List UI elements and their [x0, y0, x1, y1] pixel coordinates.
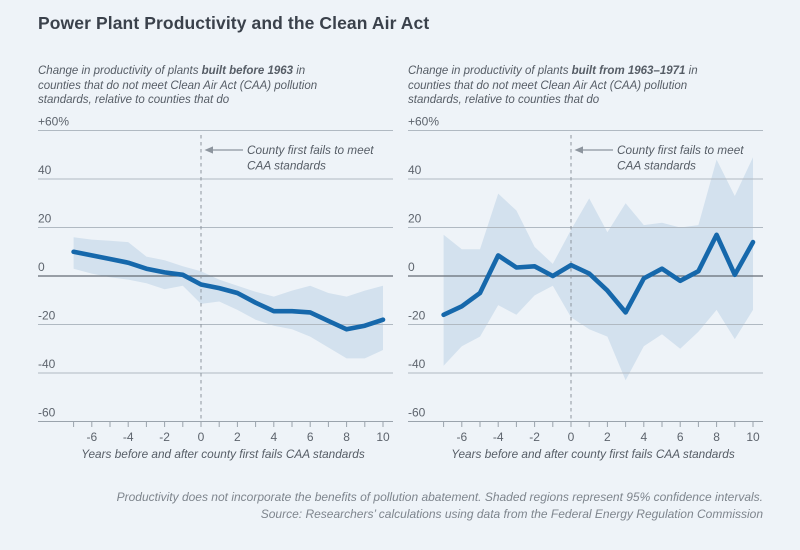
- x-axis-label: 0: [568, 430, 575, 444]
- y-axis-label: -20: [38, 308, 56, 322]
- x-axis-label: -6: [86, 430, 97, 444]
- annotation-line-1: County first fails to meet: [617, 143, 744, 157]
- x-axis-label: 4: [270, 430, 277, 444]
- y-axis-label: 40: [408, 163, 422, 177]
- x-axis-label: -6: [456, 430, 467, 444]
- annotation-line-1: County first fails to meet: [247, 143, 374, 157]
- chart-subtitle: Change in productivity of plants built f…: [408, 64, 720, 108]
- subtitle-pre: Change in productivity of plants: [408, 65, 572, 77]
- x-axis-title: Years before and after county first fail…: [81, 447, 365, 461]
- y-axis-label: -40: [38, 357, 56, 371]
- annotation-line-2: CAA standards: [617, 158, 696, 172]
- y-axis-label: -40: [408, 357, 426, 371]
- subtitle-post: in counties that do not meet Clean Air A…: [408, 65, 698, 107]
- x-axis-label: 6: [307, 430, 314, 444]
- subtitle-pre: Change in productivity of plants: [38, 65, 202, 77]
- subtitle-post: in counties that do not meet Clean Air A…: [38, 65, 318, 107]
- estimate-line: [71, 249, 386, 332]
- footnote-line-2: Source: Researchers’ calculations using …: [260, 507, 763, 522]
- annotation-arrow-head-icon: [574, 146, 583, 154]
- y-axis-label: -60: [38, 405, 56, 419]
- page-title: Power Plant Productivity and the Clean A…: [38, 13, 430, 33]
- x-axis-title: Years before and after county first fail…: [451, 447, 735, 461]
- chart-panel-before-1963: Change in productivity of plants built b…: [38, 64, 396, 463]
- x-axis-label: 8: [343, 430, 350, 444]
- x-axis-label: 4: [640, 430, 647, 444]
- footnote: Productivity does not incorporate the be…: [36, 489, 763, 524]
- subtitle-bold: built from 1963–1971: [571, 65, 686, 77]
- x-axis-label: 2: [234, 430, 241, 444]
- y-axis-label: 20: [38, 211, 52, 225]
- x-axis-label: -2: [529, 430, 540, 444]
- x-axis-label: -4: [123, 430, 134, 444]
- annotation-line-2: CAA standards: [247, 158, 326, 172]
- x-axis-label: -4: [493, 430, 504, 444]
- annotation-arrow-head-icon: [204, 146, 213, 154]
- x-axis-label: 10: [376, 430, 390, 444]
- x-axis-label: -2: [159, 430, 170, 444]
- x-axis-label: 8: [713, 430, 720, 444]
- x-axis-label: 6: [677, 430, 684, 444]
- y-axis-label: 0: [408, 260, 415, 274]
- y-axis-label: 20: [408, 211, 422, 225]
- footnote-line-1: Productivity does not incorporate the be…: [116, 490, 763, 504]
- confidence-band: [73, 236, 383, 359]
- subtitle-bold: built before 1963: [201, 65, 294, 77]
- y-axis-label: 40: [38, 163, 52, 177]
- y-axis-label: 0: [38, 260, 45, 274]
- y-axis-label: +60%: [38, 114, 69, 128]
- y-axis-label: -60: [408, 405, 426, 419]
- estimate-line: [441, 232, 756, 317]
- y-axis-label: +60%: [408, 114, 439, 128]
- y-axis-label: -20: [408, 308, 426, 322]
- chart-panel-1963-1971: Change in productivity of plants built f…: [408, 64, 766, 463]
- x-axis-label: 2: [604, 430, 611, 444]
- chart-subtitle: Change in productivity of plants built b…: [38, 64, 350, 108]
- x-axis-label: 10: [746, 430, 760, 444]
- x-axis-label: 0: [198, 430, 205, 444]
